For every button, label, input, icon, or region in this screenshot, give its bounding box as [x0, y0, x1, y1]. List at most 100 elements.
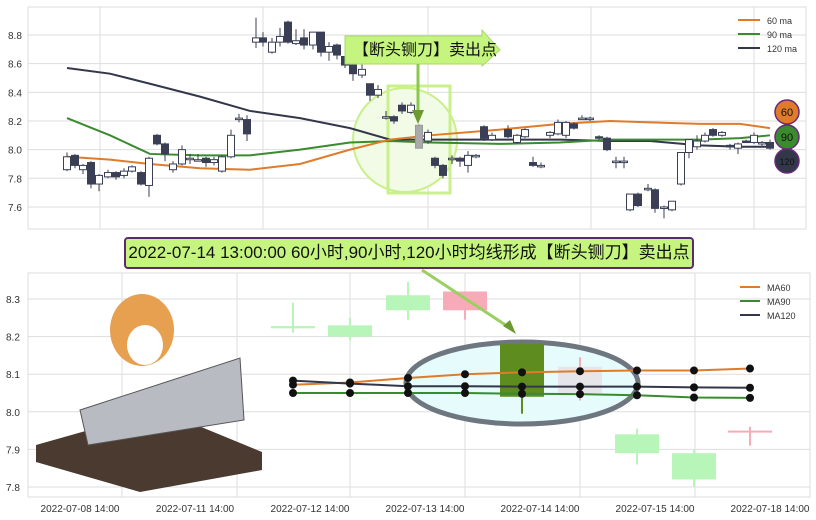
ma-point [461, 370, 469, 379]
ma-point [690, 383, 698, 392]
candle [128, 166, 136, 172]
candle [95, 174, 103, 185]
ma-point [746, 393, 754, 402]
candle [612, 160, 620, 164]
ma-point [633, 382, 641, 391]
candle [252, 37, 260, 43]
candle [268, 41, 276, 53]
ma-point [289, 389, 297, 397]
ma-point [518, 389, 526, 398]
candle [284, 21, 292, 43]
candle [644, 187, 652, 191]
ma-point [576, 390, 584, 399]
candle [300, 37, 308, 46]
y-tick-label: 7.6 [8, 203, 22, 214]
candle [728, 430, 772, 433]
annotation-arrow [344, 28, 501, 68]
x-tick-label: 2022-07-13 14:00 [386, 504, 465, 515]
candle [333, 44, 341, 56]
candle [709, 129, 717, 136]
candle [672, 453, 716, 480]
signal-arrow-head [503, 320, 516, 334]
candle [615, 434, 659, 454]
candle [259, 37, 267, 43]
candle [726, 144, 734, 148]
ma-point [690, 393, 698, 402]
candle [386, 295, 430, 311]
candle [620, 160, 628, 164]
candle [161, 143, 169, 155]
candle [701, 134, 709, 142]
candle [390, 116, 398, 122]
ma-point [518, 382, 526, 391]
candle [145, 157, 153, 186]
candle [79, 164, 87, 171]
candle [178, 149, 186, 165]
candle [398, 104, 406, 112]
down-arrow-head [412, 110, 424, 124]
candle [529, 162, 537, 166]
candle [472, 154, 480, 158]
candle [651, 189, 659, 209]
ma-point [576, 382, 584, 391]
candle [595, 136, 603, 139]
x-tick-label: 2022-07-11 14:00 [156, 504, 235, 515]
blade-illustration [79, 357, 245, 446]
candle [521, 129, 529, 138]
y-tick-label: 8.6 [8, 60, 22, 71]
ma-point [346, 389, 354, 397]
candle [169, 163, 177, 171]
ma-point [461, 389, 469, 397]
y-tick-label: 8.0 [8, 146, 22, 157]
candle [750, 134, 758, 143]
ma-point [404, 389, 412, 397]
candle [112, 172, 120, 178]
x-tick-label: 2022-07-12 14:00 [271, 504, 350, 515]
y-tick-label: 8.2 [8, 117, 22, 128]
y-tick-label: 8.1 [6, 370, 20, 381]
ma-point [518, 368, 526, 377]
legend-label-ma90: MA90 [767, 297, 791, 307]
candle [202, 157, 210, 164]
candle [424, 131, 432, 142]
candle [660, 206, 668, 209]
badge-label: 120 [779, 157, 794, 167]
candle [227, 134, 235, 158]
candle [120, 170, 128, 176]
candle [626, 193, 634, 211]
candle [693, 140, 701, 148]
legend-label-ma90: 90 ma [767, 30, 792, 40]
top-sell-annotation: 【断头铡刀】卖出点 [353, 42, 498, 59]
candle [448, 157, 456, 161]
candle [235, 117, 243, 121]
candle [276, 35, 284, 43]
candle [349, 64, 357, 75]
candle [742, 140, 750, 144]
candle [137, 172, 145, 185]
candle [758, 141, 766, 145]
candle [325, 45, 333, 53]
x-tick-label: 2022-07-14 14:00 [501, 504, 580, 515]
candle [218, 156, 226, 172]
candle [317, 31, 325, 53]
candle [366, 83, 374, 96]
candle [271, 326, 315, 329]
candle [374, 88, 382, 96]
y-tick-label: 8.0 [6, 408, 20, 419]
y-tick-label: 8.3 [6, 295, 20, 306]
candle [554, 121, 562, 135]
ma-point [289, 376, 297, 385]
badge-ma60 [774, 99, 800, 125]
candle [186, 157, 194, 161]
candle [456, 157, 464, 162]
candle [153, 134, 161, 145]
legend-label-ma60: MA60 [767, 283, 791, 293]
candle [358, 68, 366, 76]
candle [562, 121, 570, 136]
candle [194, 159, 202, 162]
ma90-line [66, 117, 771, 157]
candle [677, 152, 685, 185]
x-tick-label: 2022-07-08 14:00 [41, 504, 120, 515]
ma-point [404, 382, 412, 391]
